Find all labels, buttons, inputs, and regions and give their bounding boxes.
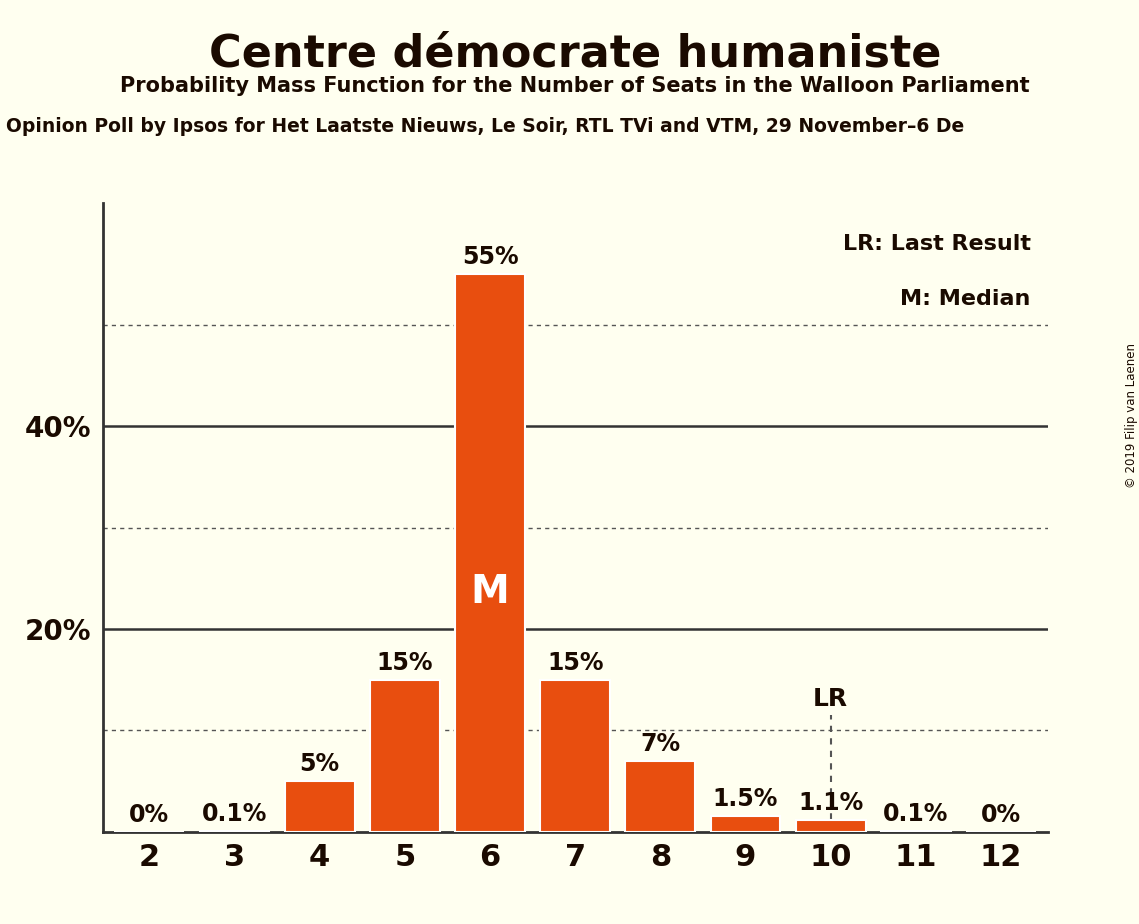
Bar bbox=[796, 821, 866, 832]
Text: 15%: 15% bbox=[547, 650, 604, 675]
Text: 5%: 5% bbox=[300, 752, 339, 776]
Bar bbox=[880, 831, 951, 832]
Text: 7%: 7% bbox=[640, 732, 680, 756]
Text: 15%: 15% bbox=[377, 650, 433, 675]
Bar bbox=[711, 817, 780, 832]
Text: M: M bbox=[470, 573, 509, 611]
Text: 0.1%: 0.1% bbox=[883, 801, 949, 825]
Text: 1.5%: 1.5% bbox=[713, 787, 778, 811]
Text: 0.1%: 0.1% bbox=[202, 801, 268, 825]
Bar bbox=[285, 781, 354, 832]
Text: LR: Last Result: LR: Last Result bbox=[843, 234, 1031, 254]
Text: Probability Mass Function for the Number of Seats in the Walloon Parliament: Probability Mass Function for the Number… bbox=[121, 76, 1030, 96]
Bar bbox=[199, 831, 270, 832]
Text: LR: LR bbox=[813, 687, 849, 711]
Text: M: Median: M: Median bbox=[901, 289, 1031, 310]
Text: © 2019 Filip van Laenen: © 2019 Filip van Laenen bbox=[1124, 344, 1138, 488]
Text: 0%: 0% bbox=[981, 803, 1021, 827]
Text: 0%: 0% bbox=[130, 803, 170, 827]
Text: 1.1%: 1.1% bbox=[798, 791, 863, 815]
Bar bbox=[456, 274, 525, 832]
Bar bbox=[540, 679, 611, 832]
Text: Centre démocrate humaniste: Centre démocrate humaniste bbox=[210, 32, 941, 76]
Text: 55%: 55% bbox=[461, 245, 518, 269]
Text: Opinion Poll by Ipsos for Het Laatste Nieuws, Le Soir, RTL TVi and VTM, 29 Novem: Opinion Poll by Ipsos for Het Laatste Ni… bbox=[6, 117, 964, 137]
Bar bbox=[625, 760, 695, 832]
Bar bbox=[370, 679, 440, 832]
